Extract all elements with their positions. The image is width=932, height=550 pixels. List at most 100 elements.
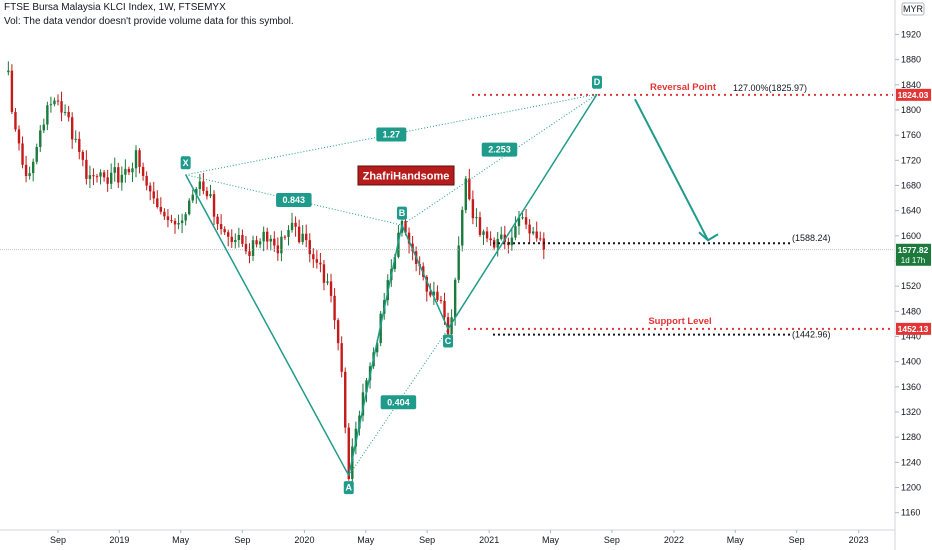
pattern-ratio-XD — [185, 93, 598, 176]
candle-body — [163, 211, 166, 217]
pattern-leg-CD — [447, 93, 598, 330]
candle-body — [365, 380, 368, 393]
candle-body — [184, 214, 187, 221]
ratio-label: 1.27 — [383, 129, 401, 139]
candle-body — [148, 185, 152, 192]
x-tick-label: May — [357, 535, 375, 545]
reversal-price-tag-bg — [896, 88, 931, 101]
candle-body — [443, 300, 446, 318]
y-tick-label: 1400 — [901, 357, 921, 367]
candle-body — [308, 240, 311, 255]
candle-body — [46, 105, 49, 125]
target-label: (1588.24) — [792, 233, 831, 243]
candle-body — [404, 220, 407, 233]
ratio-badge — [481, 142, 518, 157]
y-tick-label: 1840 — [901, 80, 921, 90]
candle-body — [49, 104, 53, 106]
candle-body — [457, 245, 460, 280]
x-tick-label: 2019 — [109, 535, 129, 545]
y-tick-label: 1600 — [901, 231, 921, 241]
candle-body — [216, 216, 219, 225]
x-tick-label: May — [172, 535, 190, 545]
candle-body — [439, 300, 443, 302]
candle-body — [209, 194, 212, 197]
candle-body — [92, 175, 95, 177]
annotation-labels: X A B C D 0.843 0.404 2.253 1.27 ZhafriHandsome Re… — [180, 75, 831, 495]
y-tick-label: 1800 — [901, 105, 921, 115]
support-price-tag-bg — [896, 322, 931, 335]
projection-arrow-shaft — [634, 98, 709, 241]
candle-body — [131, 168, 134, 173]
candle-body — [471, 199, 475, 219]
candle-body — [195, 189, 198, 195]
candle-body — [276, 245, 280, 254]
candle-body — [305, 233, 308, 241]
candle-body — [468, 178, 471, 200]
support-price-tag-text: 1452.13 — [898, 324, 929, 334]
candle-body — [425, 276, 428, 292]
candle-body — [251, 240, 255, 256]
candle-body — [81, 151, 85, 160]
candle-body — [528, 224, 531, 234]
candle-body — [432, 291, 436, 296]
candle-body — [124, 168, 127, 175]
x-tick-label: 2021 — [479, 535, 499, 545]
x-tick-label: Sep — [604, 535, 620, 545]
time-axis: Sep 2019 May Sep 2020 May Sep 2021 May Sep 2022 May… — [50, 530, 869, 545]
candle-body — [361, 392, 365, 416]
candle-body — [141, 166, 145, 176]
candle-body — [535, 231, 538, 239]
ratio-badge — [380, 395, 417, 410]
annotation-lines — [0, 93, 893, 336]
candle-body — [269, 238, 272, 242]
candle-body — [74, 138, 77, 140]
last-price-tag-bg — [896, 243, 931, 266]
support-text: Support Level — [648, 316, 711, 327]
candle-body — [273, 238, 276, 246]
candle-body — [329, 281, 333, 296]
candle-body — [450, 317, 453, 335]
currency-badge-text: MYR — [903, 4, 924, 14]
candle-body — [127, 168, 131, 173]
point-label-X: X — [183, 158, 189, 168]
chart-title: FTSE Bursa Malaysia KLCI Index, 1W, FTSE… — [4, 2, 226, 13]
candle-body — [319, 262, 322, 265]
pattern-leg-AB — [348, 224, 403, 476]
price-axis: 1160 1200 1240 1280 1320 1360 1400 1440 1480 1520… — [895, 2, 931, 518]
candle-body — [280, 236, 283, 254]
y-tick-label: 1360 — [901, 382, 921, 392]
point-badge-X — [180, 156, 191, 170]
grid — [0, 0, 896, 550]
candle-body — [166, 216, 170, 221]
point-badge-D — [591, 75, 602, 89]
x-tick-label: Sep — [50, 535, 66, 545]
y-tick-label: 1440 — [901, 332, 921, 342]
y-tick-label: 1640 — [901, 206, 921, 216]
watermark-box — [357, 165, 455, 186]
candle-body — [188, 200, 191, 215]
candle-body — [42, 124, 46, 131]
y-tick-label: 1880 — [901, 55, 921, 65]
x-tick-label: May — [727, 535, 745, 545]
point-badge-A — [343, 481, 354, 495]
candle-body — [248, 251, 251, 256]
candle-body — [17, 129, 21, 144]
candle-body — [453, 279, 457, 318]
candle-body — [113, 167, 116, 173]
candle-body — [333, 295, 336, 321]
point-badge-B — [396, 206, 407, 220]
candle-body — [227, 232, 230, 237]
candle-body — [475, 217, 478, 219]
candle-body — [156, 198, 159, 208]
point-label-C: C — [445, 336, 452, 346]
candle-body — [205, 190, 209, 197]
x-tick-label: Sep — [789, 535, 805, 545]
reversal-text: Reversal Point — [650, 82, 717, 93]
point-badge-C — [443, 334, 454, 348]
x-tick-label: 2022 — [664, 535, 684, 545]
candle-body — [134, 150, 138, 169]
candle-body — [290, 222, 294, 230]
y-tick-label: 1280 — [901, 432, 921, 442]
candle-body — [145, 175, 148, 186]
